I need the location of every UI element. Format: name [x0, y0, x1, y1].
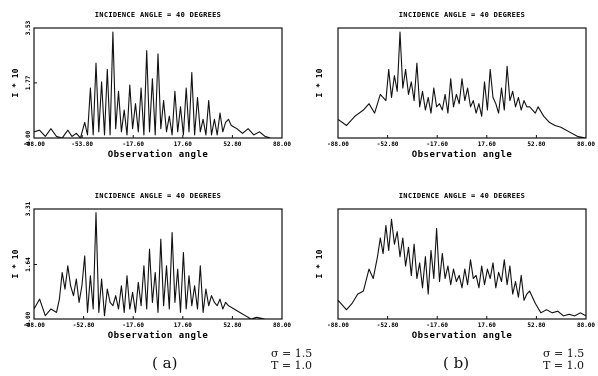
top-left-ytick-label: 1.77: [25, 75, 32, 90]
bottom-left-xtick-label: -17.60: [122, 322, 144, 329]
bottom-right-plot-frame: [337, 208, 587, 320]
top-left-xtick-label: 88.00: [273, 141, 291, 148]
top-right-xlabel: Observation angle: [412, 149, 513, 160]
top-left-xtick-label: -88.00: [23, 141, 45, 148]
top-right-series-line: [337, 31, 587, 139]
bottom-right-series-line: [337, 218, 587, 317]
top-left-ytick-label: 3.53: [25, 20, 32, 35]
top-right-xtick-label: 52.80: [527, 141, 545, 148]
top-left-xtick-label: 52.80: [223, 141, 241, 148]
bottom-left-ytick-label: 1.64: [25, 257, 32, 272]
bottom-left-xtick-label: -88.00: [23, 322, 45, 329]
bottom-right-title: INCIDENCE ANGLE = 40 DEGREES: [399, 192, 525, 200]
bottom-left-series-line: [33, 212, 282, 320]
t-label-b: T = 1.0: [543, 359, 585, 372]
top-left-ylabel: I * 10: [11, 68, 20, 97]
bottom-left-ytick-label: 3.31: [25, 201, 32, 216]
top-left-ytick-label: 0.00: [25, 130, 32, 145]
top-left-series-line: [33, 31, 282, 139]
top-left-xtick-label: 17.60: [174, 141, 192, 148]
params-a: σ = 1.5 T = 1.0: [271, 348, 312, 372]
subfigure-label-a: ( a): [152, 354, 178, 372]
bottom-right-xtick-label: 52.80: [527, 322, 545, 329]
bottom-left-ytick-label: 0.00: [25, 311, 32, 326]
top-right-ylabel: I * 10: [315, 68, 324, 97]
bottom-right-xlabel: Observation angle: [412, 330, 513, 341]
subfigure-label-b: ( b): [443, 354, 470, 372]
bottom-right-xtick-label: -52.80: [377, 322, 399, 329]
top-left-xlabel: Observation angle: [108, 149, 209, 160]
top-right-xtick-label: 17.60: [478, 141, 496, 148]
top-right-plot-frame: [337, 27, 587, 139]
top-right-title: INCIDENCE ANGLE = 40 DEGREES: [399, 11, 525, 19]
bottom-left-xtick-label: 88.00: [273, 322, 291, 329]
top-right-xtick-label: 88.00: [577, 141, 595, 148]
params-b: σ = 1.5 T = 1.0: [543, 348, 584, 372]
sigma-label-b: σ = 1.5: [543, 347, 585, 360]
bottom-left-xtick-label: 52.80: [223, 322, 241, 329]
bottom-left-xtick-label: -52.80: [73, 322, 95, 329]
top-right-xtick-label: -17.60: [426, 141, 448, 148]
bottom-left-ylabel: I * 10: [11, 249, 20, 278]
bottom-left-xlabel: Observation angle: [108, 330, 209, 341]
top-left-xtick-label: -17.60: [122, 141, 144, 148]
top-left-title: INCIDENCE ANGLE = 40 DEGREES: [95, 11, 221, 19]
bottom-right-xtick-label: 17.60: [478, 322, 496, 329]
top-right-xtick-label: -52.80: [377, 141, 399, 148]
bottom-left-title: INCIDENCE ANGLE = 40 DEGREES: [95, 192, 221, 200]
bottom-right-xtick-label: 88.00: [577, 322, 595, 329]
top-left-xtick-label: -53.80: [71, 141, 93, 148]
top-right-xtick-label: -88.00: [327, 141, 349, 148]
bottom-right-xtick-label: -88.00: [327, 322, 349, 329]
sigma-label-a: σ = 1.5: [271, 347, 313, 360]
bottom-left-xtick-label: 17.60: [174, 322, 192, 329]
bottom-right-xtick-label: -17.60: [426, 322, 448, 329]
bottom-right-ylabel: I * 10: [315, 249, 324, 278]
t-label-a: T = 1.0: [271, 359, 313, 372]
top-left-plot-frame: [33, 27, 283, 139]
